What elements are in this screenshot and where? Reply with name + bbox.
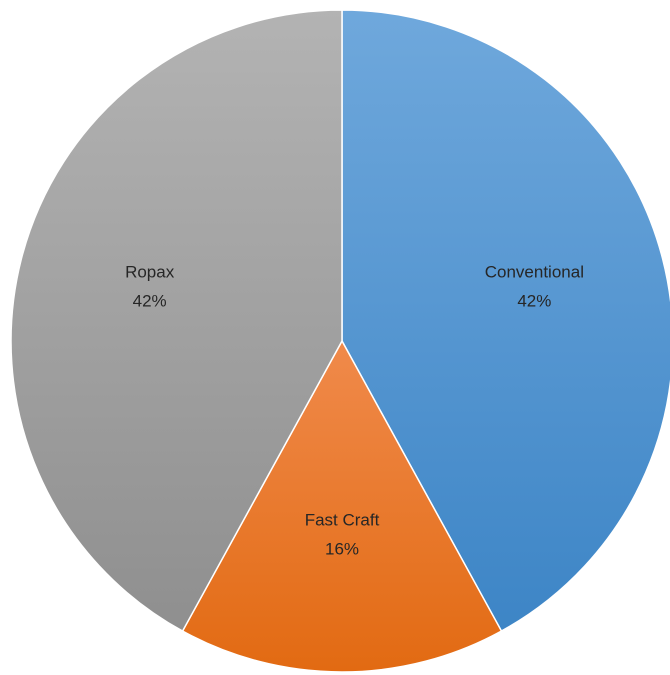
pie-labels: Conventional 42% Fast Craft 16% Ropax 42% [125, 263, 584, 559]
pie-slice-fast-craft [181, 339, 503, 673]
slice-label-ropax: Ropax [125, 263, 175, 282]
slice-percent-fast-craft: 16% [325, 540, 359, 559]
pie-slice-conventional [341, 9, 670, 633]
pie-slices [10, 9, 670, 673]
slice-percent-ropax: 42% [133, 292, 167, 311]
slice-percent-conventional: 42% [517, 292, 551, 311]
slice-label-fast-craft: Fast Craft [305, 511, 380, 530]
pie-slice-ropax [10, 9, 343, 633]
slice-label-conventional: Conventional [485, 263, 584, 282]
